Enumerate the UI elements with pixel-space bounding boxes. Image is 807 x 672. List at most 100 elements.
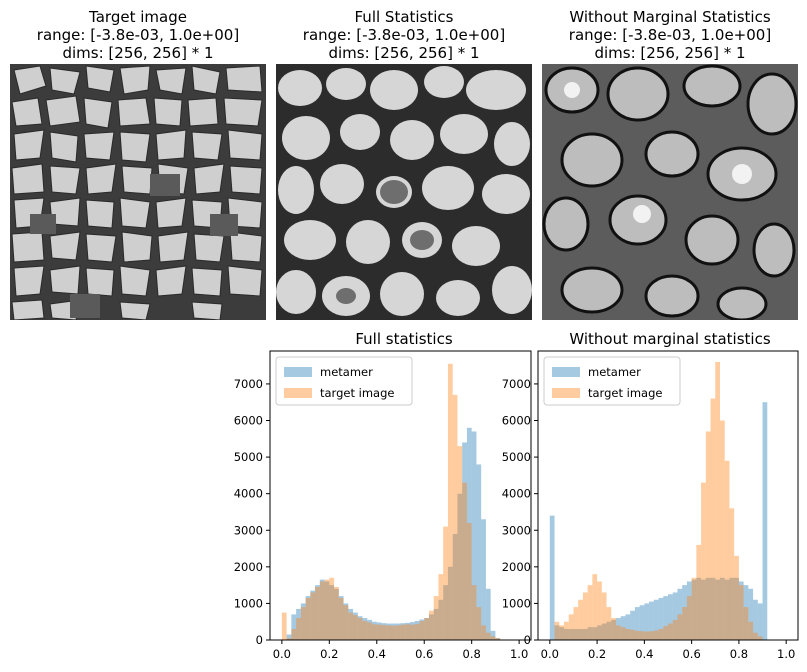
histogram-bar bbox=[419, 620, 425, 640]
histogram-bar bbox=[625, 629, 631, 640]
histogram-bar bbox=[729, 577, 735, 640]
histogram-bar bbox=[452, 533, 458, 640]
histogram-bar bbox=[587, 585, 593, 640]
histogram-bar bbox=[724, 460, 730, 640]
full-statistics-dims-line: dims: [256, 256] * 1 bbox=[328, 44, 480, 62]
y-tick-label: 4000 bbox=[502, 487, 531, 501]
histogram-bar bbox=[315, 585, 320, 640]
histogram-bar bbox=[481, 519, 486, 640]
y-tick-label: 1000 bbox=[502, 596, 531, 610]
histogram-bar bbox=[357, 618, 363, 640]
histogram-bar bbox=[573, 629, 579, 640]
histogram-bar bbox=[686, 581, 692, 640]
histogram-bar bbox=[644, 631, 650, 640]
histogram-bar bbox=[457, 446, 463, 640]
histogram-bar bbox=[481, 625, 486, 640]
legend-box bbox=[275, 356, 413, 406]
histogram-bar bbox=[329, 577, 335, 640]
histogram-bar bbox=[310, 590, 316, 640]
histogram-bar bbox=[428, 610, 434, 640]
without-marginal-range-line: range: [-3.8e-03, 1.0e+00] bbox=[568, 26, 772, 44]
histogram-bar bbox=[447, 363, 453, 640]
histogram-bar bbox=[296, 608, 301, 640]
chart-title-full-statistics: Full statistics bbox=[355, 330, 453, 348]
histogram-bar bbox=[738, 585, 744, 640]
histogram-bar bbox=[634, 630, 640, 640]
histogram-bar bbox=[720, 577, 725, 640]
target-image-range-line: range: [-3.8e-03, 1.0e+00] bbox=[36, 26, 240, 44]
histogram-bar bbox=[409, 624, 415, 640]
histogram-bar bbox=[348, 608, 354, 640]
y-tick-label: 0 bbox=[256, 633, 263, 647]
y-tick-label: 1000 bbox=[234, 596, 263, 610]
histogram-bar bbox=[634, 607, 640, 640]
histogram-bar bbox=[367, 619, 373, 640]
histogram-bar bbox=[715, 579, 720, 640]
histogram-bar bbox=[682, 585, 687, 640]
histogram-bar bbox=[443, 585, 448, 640]
y-tick-label: 2000 bbox=[234, 560, 263, 574]
histogram-bar bbox=[372, 624, 377, 640]
legend-swatch bbox=[552, 367, 580, 377]
histogram-bar bbox=[701, 579, 706, 640]
legend-swatch bbox=[284, 388, 312, 398]
histogram-bar bbox=[414, 623, 420, 640]
histogram-bar bbox=[462, 482, 467, 640]
histogram-bar bbox=[334, 586, 339, 640]
histogram-bar bbox=[471, 585, 477, 640]
histogram-bar bbox=[620, 627, 626, 640]
legend-label: metamer bbox=[320, 365, 373, 379]
histogram-bar bbox=[362, 620, 368, 640]
histogram-bar bbox=[367, 622, 373, 640]
histogram-bar bbox=[300, 607, 306, 640]
histogram-bar bbox=[597, 625, 602, 640]
histogram-bar bbox=[743, 607, 749, 640]
x-tick-label: 0.8 bbox=[463, 647, 481, 661]
full-statistics-title-line: Full Statistics bbox=[354, 8, 454, 26]
histogram-bar bbox=[564, 621, 569, 640]
histogram-bar bbox=[391, 625, 396, 640]
legend-box bbox=[543, 356, 681, 406]
histogram-bar bbox=[386, 623, 392, 640]
histogram-bar bbox=[490, 636, 496, 640]
histogram-bar bbox=[452, 394, 458, 640]
y-tick-label: 5000 bbox=[502, 450, 531, 464]
chart-frame bbox=[269, 350, 532, 641]
histogram-bar bbox=[649, 631, 654, 640]
histogram-bar bbox=[405, 622, 410, 640]
histogram-bar bbox=[597, 581, 602, 640]
histogram-bar bbox=[682, 607, 687, 640]
full-statistics-image bbox=[276, 64, 532, 320]
histogram-bar bbox=[630, 629, 635, 640]
histogram-bar bbox=[568, 614, 574, 640]
legend-label: target image bbox=[588, 386, 662, 400]
target-texture-svg bbox=[10, 64, 266, 320]
without-marginal-title-line: Without Marginal Statistics bbox=[569, 8, 771, 26]
y-tick-label: 3000 bbox=[234, 523, 263, 537]
histogram-bar bbox=[616, 625, 621, 640]
target-image bbox=[10, 64, 266, 320]
target-image-title-line: Target image bbox=[89, 8, 187, 26]
y-tick-label: 6000 bbox=[502, 414, 531, 428]
histogram-bar bbox=[381, 625, 387, 640]
histogram-bar bbox=[701, 482, 706, 640]
histogram-bar bbox=[653, 599, 659, 640]
full-statistics-texture-svg bbox=[276, 64, 532, 320]
histogram-bar bbox=[573, 607, 579, 640]
histogram-bar bbox=[305, 597, 311, 640]
legend-swatch bbox=[552, 388, 580, 398]
histogram-bar bbox=[611, 619, 616, 640]
histogram-bar bbox=[348, 612, 354, 640]
histogram-bar bbox=[568, 629, 574, 640]
x-tick-label: 0.6 bbox=[415, 647, 433, 661]
histogram-bar bbox=[738, 581, 744, 640]
histogram-bar bbox=[705, 431, 711, 640]
y-tick-label: 4000 bbox=[234, 487, 263, 501]
histogram-bar bbox=[578, 599, 583, 640]
histogram-bar bbox=[424, 618, 429, 640]
histogram-bar bbox=[753, 599, 758, 640]
x-tick-label: 0.4 bbox=[635, 647, 653, 661]
full-statistics-range-line: range: [-3.8e-03, 1.0e+00] bbox=[302, 26, 506, 44]
histogram-bar bbox=[400, 623, 406, 640]
target-image-dims-line: dims: [256, 256] * 1 bbox=[62, 44, 214, 62]
